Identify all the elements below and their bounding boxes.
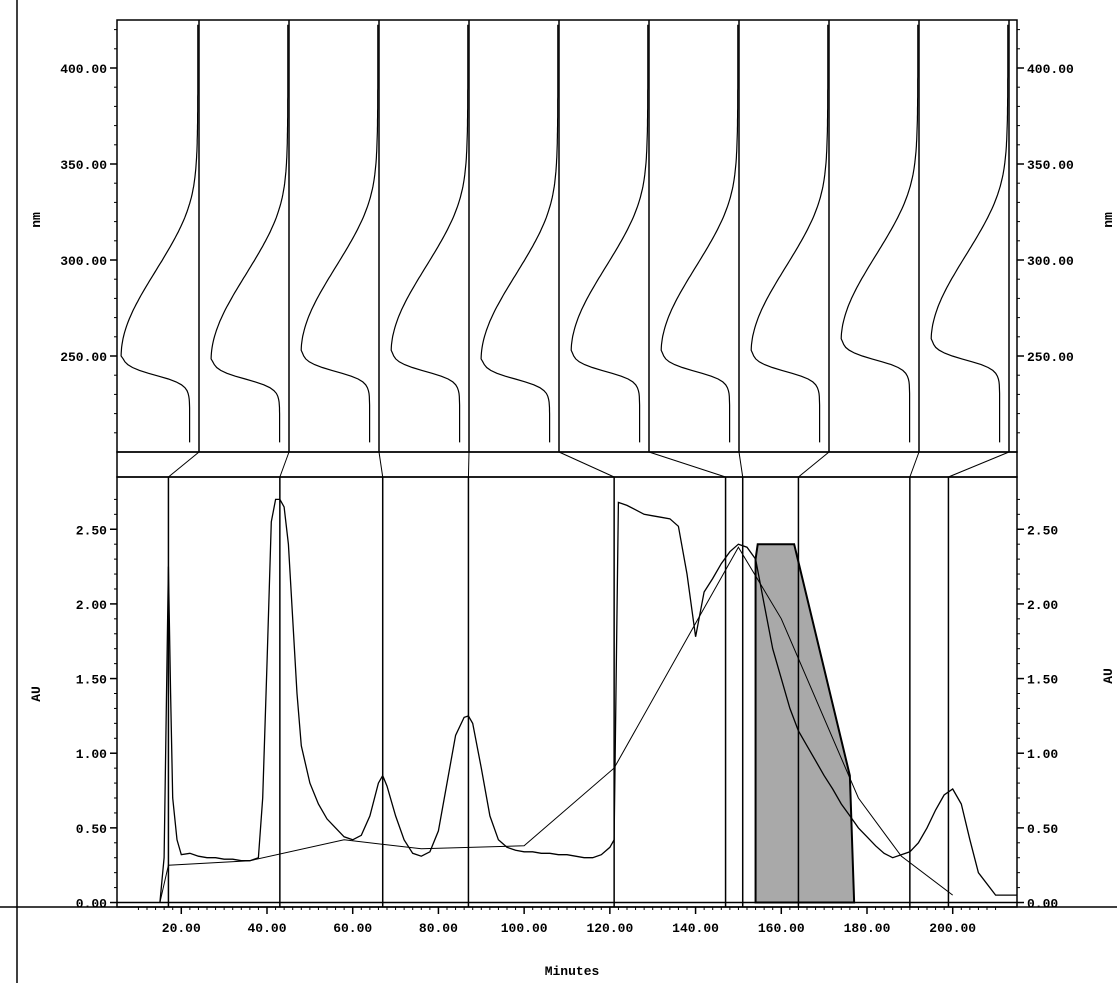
x-tick-label: 140.00	[672, 921, 719, 936]
spectrum-connector	[909, 451, 920, 478]
y-axis-title-right-spectra: nm	[1101, 212, 1116, 228]
spectrum-curve	[390, 24, 469, 443]
chrom-y-tick-label-left: 1.50	[76, 673, 107, 688]
chrom-y-tick-label-left: 0.00	[76, 897, 107, 912]
spectrum-connector	[948, 451, 1010, 478]
chrom-y-tick-label-left: 2.00	[76, 598, 107, 613]
chrom-y-tick-label-right: 0.50	[1027, 822, 1058, 837]
x-tick-label: 20.00	[162, 921, 201, 936]
spectrum-curve	[840, 24, 919, 443]
spectra-y-tick-label-right: 250.00	[1027, 350, 1074, 365]
chrom-y-tick-label-left: 2.50	[76, 523, 107, 538]
spectrum-connector	[168, 451, 200, 478]
chrom-y-tick-label-right: 1.50	[1027, 673, 1058, 688]
spectrum-connector	[648, 451, 726, 478]
chrom-y-tick-label-left: 1.00	[76, 747, 107, 762]
x-tick-label: 120.00	[586, 921, 633, 936]
chrom-y-tick-label-right: 2.00	[1027, 598, 1058, 613]
spectrum-curve	[480, 24, 559, 443]
x-tick-label: 60.00	[333, 921, 372, 936]
chrom-y-tick-label-right: 1.00	[1027, 747, 1058, 762]
spectra-layer	[120, 20, 1010, 452]
shaded-peak-region	[754, 543, 856, 904]
y-axis-title-right-chrom: AU	[1101, 668, 1116, 684]
chrom-y-tick-label-left: 0.50	[76, 822, 107, 837]
integration-baseline	[159, 546, 954, 903]
chrom-y-tick-label-right: 0.00	[1027, 897, 1058, 912]
spectra-panel-frame	[116, 19, 1018, 453]
x-tick-label: 160.00	[758, 921, 805, 936]
x-tick-label: 100.00	[501, 921, 548, 936]
x-tick-label: 80.00	[419, 921, 458, 936]
spectrum-connector	[798, 451, 830, 478]
spectra-y-tick-label-left: 300.00	[60, 254, 107, 269]
spectra-y-tick-label-right: 350.00	[1027, 158, 1074, 173]
spectrum-curve	[660, 24, 739, 443]
spectrum-curve	[210, 24, 289, 443]
y-axis-title-left-chrom: AU	[29, 686, 44, 702]
spectrum-curve	[570, 24, 649, 443]
y-axis-title-left-spectra: nm	[29, 212, 44, 228]
x-tick-label: 200.00	[929, 921, 976, 936]
spectrum-connector	[738, 451, 744, 478]
chrom-y-tick-label-right: 2.50	[1027, 523, 1058, 538]
spectra-y-tick-label-left: 350.00	[60, 158, 107, 173]
x-tick-label: 40.00	[247, 921, 286, 936]
axis-layer: 250.00 250.00 300.00 300.00 350.00 350.00 400.…	[60, 29, 1074, 936]
spectrum-curve	[750, 24, 829, 443]
spectrum-curve	[300, 24, 379, 443]
x-axis-title: Minutes	[545, 964, 600, 979]
spectrum-connector	[279, 451, 290, 478]
spectrum-connector	[467, 451, 470, 478]
chromatogram-trace	[159, 498, 1017, 903]
spectra-y-tick-label-right: 300.00	[1027, 254, 1074, 269]
spectrum-connector	[378, 451, 384, 478]
spectra-y-tick-label-right: 400.00	[1027, 62, 1074, 77]
chromatogram-layer	[117, 477, 1017, 907]
x-tick-label: 180.00	[844, 921, 891, 936]
spectra-y-tick-label-left: 250.00	[60, 350, 107, 365]
chromatogram-panel-frame	[116, 476, 1018, 908]
spectrum-curve	[120, 24, 199, 443]
spectrum-connector	[558, 451, 615, 478]
spectra-y-tick-label-left: 400.00	[60, 62, 107, 77]
connector-layer	[168, 451, 1010, 478]
spectrum-curve	[930, 24, 1009, 443]
